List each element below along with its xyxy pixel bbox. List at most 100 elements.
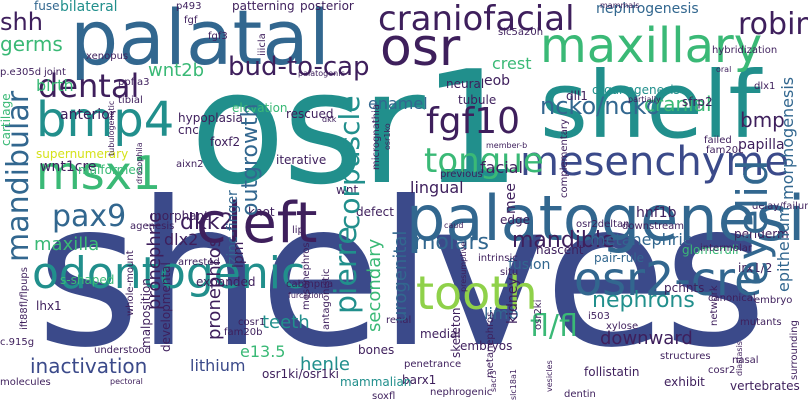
word-expanded: expanded [196, 275, 256, 289]
word-wnt2b: wnt2b [148, 60, 205, 81]
word-micrognathia: micrognathia [371, 103, 382, 170]
word-downstream: downstream [622, 221, 685, 232]
word-cabmpria: cabmpria [286, 279, 334, 290]
word-mesenchyme: mesenchyme [520, 139, 789, 185]
word-shelves: shelves [36, 159, 767, 392]
word-pair-rule: pair-rule [594, 251, 645, 265]
word-fam20c: fam20c [706, 145, 744, 156]
word-nephrogenesis: nephrogenesis [596, 1, 699, 17]
word-pectoral: pectoral [110, 377, 143, 386]
word-shh: shh [0, 8, 43, 36]
word-whole-mount: whole-mount [125, 250, 136, 316]
word-xylose: xylose [606, 321, 639, 332]
word-malformed: malformed [78, 163, 144, 177]
word-hypoplasia: hypoplasia [178, 111, 243, 125]
word-rescued: rescued [286, 107, 334, 121]
word-canonical: canonical [708, 293, 756, 304]
word-osr2-cre: osr2-cre [574, 252, 763, 306]
word-papilla: papilla [738, 137, 785, 153]
word-bones: bones [358, 343, 395, 357]
word-intermolar: intermolar [700, 243, 753, 254]
word-tongue: tongue [424, 141, 544, 181]
word-surrounding: surrounding [789, 320, 800, 380]
word-fam20b: fam20b [224, 327, 263, 338]
word-mammals: mammals [600, 1, 640, 10]
word-nascent: nascent [536, 243, 584, 257]
word-skeleton: skeleton [449, 307, 463, 358]
word-partially: partially [628, 95, 661, 104]
word-ncko: ncko/ncko [540, 92, 661, 120]
word-agenesis: agenesis [130, 221, 175, 232]
word-nephrogenic: nephrogenic [430, 387, 493, 398]
word-palatogenic: palatogenic [298, 69, 345, 78]
word-knot: knot [248, 205, 275, 219]
word-presumptive: presumptive [459, 241, 468, 292]
word-p493: p493 [176, 1, 202, 12]
word-odontogenic: odontogenic [32, 248, 306, 299]
word-drosophila: drosophila [135, 142, 144, 184]
word-metanephros: metanephros [485, 311, 496, 378]
word-dental: dental [38, 67, 140, 105]
word-understood: understood [94, 345, 152, 356]
word-dkk: dkk [322, 115, 337, 124]
word-maxillary: maxillary [540, 18, 763, 74]
word-msx1: msx1 [36, 146, 162, 200]
word-ift88fl: ift88fl/flpups [19, 267, 30, 330]
word-network: network [709, 285, 720, 326]
word-slc18a1: slc18a1 [509, 369, 518, 400]
word-caud: caud [444, 221, 464, 230]
word-failed: failed [704, 135, 732, 146]
word-metanephric: metanephric [590, 230, 692, 249]
word-barx1: barx1 [402, 373, 437, 387]
word-facial: facial [480, 158, 523, 177]
word-situ: situ [500, 267, 519, 278]
word-arrested: arrested [178, 257, 220, 268]
word-diastasis: diastasis [735, 341, 744, 376]
word-fgf: fgf [184, 15, 198, 26]
word-lpm: lpm [231, 241, 247, 268]
word-c915g: c.915g [0, 337, 35, 348]
word-wnt: wnt [336, 183, 359, 197]
word-dentin: dentin [564, 389, 596, 400]
word-posterior: posterior [300, 0, 354, 13]
word-pronephros: pronephros [204, 237, 225, 340]
word-osr2deltan: osr2deltan [576, 219, 630, 230]
word-p305d: p.e305d [0, 67, 42, 78]
word-renal: renal [386, 315, 412, 326]
word-dlx1: dlx1 [754, 81, 776, 92]
word-pierre: pierre [329, 226, 364, 314]
word-cranial: cranial [644, 92, 712, 116]
word-edge: edge [500, 213, 530, 227]
word-pax9: pax9 [52, 199, 127, 234]
word-hnf1b: hnf1b [636, 205, 677, 221]
word-embryo: embryo [754, 295, 793, 306]
word-ppfia3: ppfia3 [118, 77, 150, 88]
word-cosr1: cosr1 [238, 317, 266, 328]
word-foxf2: foxf2 [210, 135, 241, 149]
word-member: member-b [486, 141, 528, 150]
word-osr2ki: osr2ki [533, 299, 544, 330]
word-downward: downward [600, 328, 693, 349]
word-crest: crest [492, 54, 532, 73]
word-s-shaped: s-shaped [60, 273, 115, 287]
word-developmental: developmental [159, 262, 173, 352]
word-embryos: embryos [460, 339, 513, 353]
word-craniofacial: craniofacial [378, 0, 575, 39]
word-molecules: molecules [0, 377, 51, 388]
word-lhx1: lhx1 [36, 299, 62, 313]
word-inactivation: inactivation [30, 354, 148, 378]
word-morphogenesis: morphogenesis [778, 76, 797, 200]
word-soxfl: soxfl [372, 391, 396, 402]
word-xenopus: xenopus [86, 51, 129, 62]
word-shelf: shelf [540, 52, 761, 159]
word-hybridization: hybridization [712, 45, 778, 56]
word-complementary: complementary [559, 119, 570, 198]
word-sacr3: sacr3 [489, 370, 498, 392]
word-dkk2: dkk2 [180, 210, 234, 235]
word-medial: medial [420, 327, 461, 341]
word-cnc: cnc [178, 123, 199, 137]
word-molars: molars [414, 230, 489, 255]
word-mandible: mandible [512, 228, 615, 253]
word-henle: henle [300, 354, 350, 375]
word-joint: joint [44, 67, 66, 78]
